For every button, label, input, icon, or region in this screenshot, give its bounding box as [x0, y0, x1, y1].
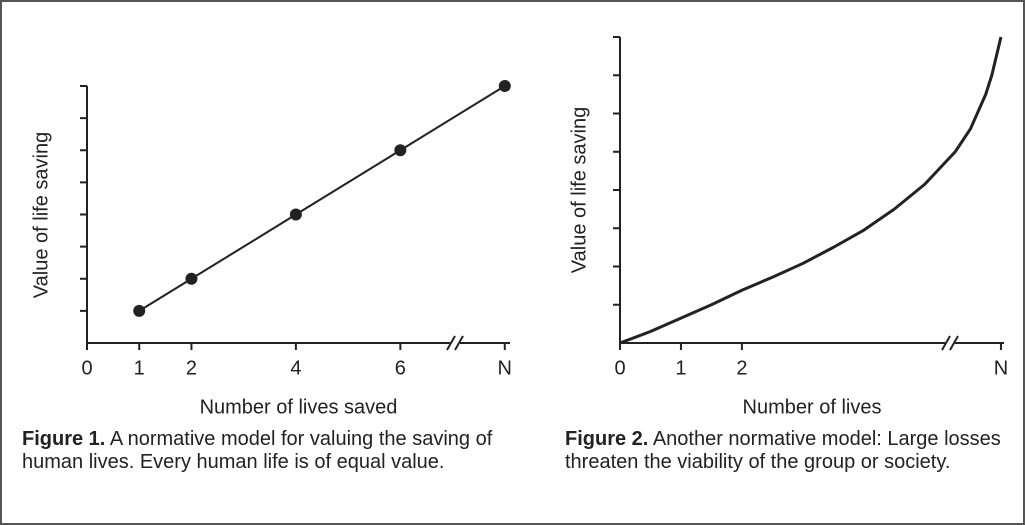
marker [394, 144, 407, 157]
x-axis-label: Number of lives [743, 396, 882, 418]
axis-break [454, 335, 464, 351]
marker [133, 304, 146, 317]
caption: Figure 1. A normative model for valuing … [22, 428, 522, 474]
axis-break [941, 335, 951, 351]
x-tick-label: 2 [186, 357, 197, 379]
x-tick-label: 0 [81, 357, 92, 379]
caption-label: Figure 2. [565, 428, 649, 450]
x-tick-label: 2 [736, 357, 747, 379]
caption: Figure 2. Another normative model: Large… [565, 428, 1025, 474]
y-axis-label: Value of life saving [30, 132, 52, 298]
marker [498, 80, 511, 92]
caption-text: A normative model for valuing the saving… [22, 428, 493, 473]
caption-label: Figure 1. [22, 428, 106, 450]
marker [185, 272, 198, 285]
marker [289, 208, 302, 221]
axis-break-gap [945, 339, 955, 347]
x-tick-label: 6 [395, 357, 406, 379]
x-axis-label: Number of lives saved [200, 396, 398, 418]
x-tick-label: N [498, 357, 512, 379]
x-tick-label: 1 [675, 357, 686, 379]
x-tick-label: 4 [290, 357, 301, 379]
x-tick-label: 1 [134, 357, 145, 379]
axis-break [446, 335, 456, 351]
axis-break-gap [450, 339, 460, 347]
axis-break [949, 335, 959, 351]
x-tick-label: 0 [614, 357, 625, 379]
x-tick-label: N [994, 357, 1008, 379]
y-axis-label: Value of life saving [568, 107, 590, 273]
line [619, 36, 1003, 345]
caption-text: Another normative model: Large losses th… [565, 428, 1001, 473]
